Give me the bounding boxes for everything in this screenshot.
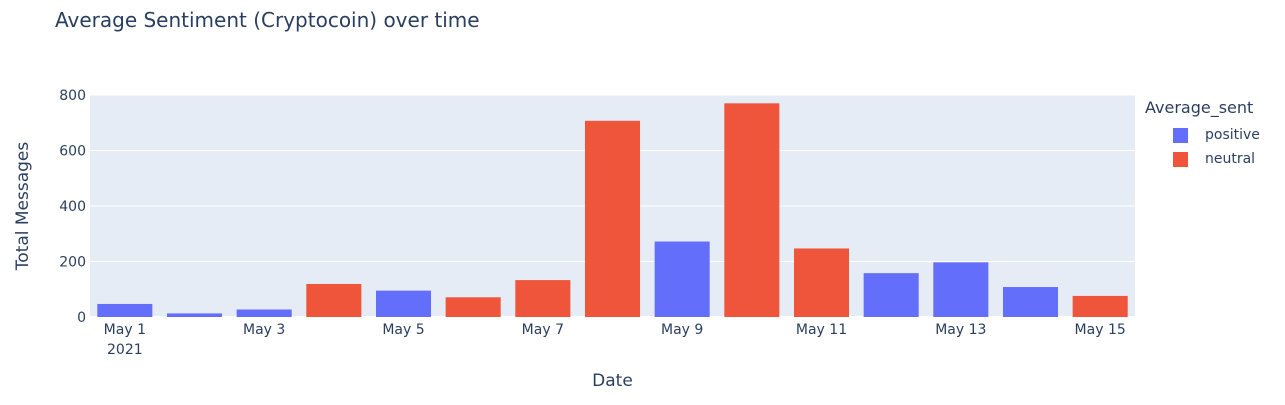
legend-title: Average_sent xyxy=(1145,98,1254,117)
legend-swatch xyxy=(1173,151,1188,167)
y-tick-label: 200 xyxy=(59,255,86,271)
legend-label: positive xyxy=(1205,127,1260,143)
bar-neutral-10 xyxy=(793,248,850,317)
x-year-label: 2021 xyxy=(107,342,143,358)
x-tick-label: May 1 xyxy=(104,322,146,338)
bar-positive-4 xyxy=(375,290,432,317)
bar-positive-11 xyxy=(863,273,919,317)
y-tick-label: 0 xyxy=(77,310,86,326)
legend: Average_sent positive neutral xyxy=(1145,98,1260,171)
bar-neutral-14 xyxy=(1072,295,1128,317)
x-tick-label: May 11 xyxy=(796,322,847,338)
chart-title: Average Sentiment (Cryptocoin) over time xyxy=(55,8,480,32)
legend-item-neutral[interactable]: neutral xyxy=(1173,147,1260,171)
y-tick-label: 400 xyxy=(59,199,86,215)
bar-positive-1 xyxy=(166,313,223,317)
x-tick-label: May 3 xyxy=(243,322,285,338)
y-tick-label: 600 xyxy=(59,144,86,160)
bar-neutral-3 xyxy=(306,283,362,317)
x-tick-label: May 7 xyxy=(522,322,564,338)
legend-swatch xyxy=(1173,127,1188,143)
legend-label: neutral xyxy=(1205,151,1256,167)
bar-positive-2 xyxy=(236,309,292,317)
x-tick-label: May 9 xyxy=(661,322,703,338)
x-axis-ticks: May 1 May 3 May 5 May 7 May 9 May 11 May 13 May… xyxy=(104,322,1126,358)
bar-positive-8 xyxy=(654,241,710,317)
x-tick-label: May 13 xyxy=(935,322,986,338)
bar-neutral-9 xyxy=(724,103,780,317)
bar-neutral-7 xyxy=(584,120,641,318)
x-axis-title: Date xyxy=(592,371,633,391)
bar-positive-0 xyxy=(97,303,153,317)
legend-item-positive[interactable]: positive xyxy=(1173,123,1260,147)
y-axis-title: Total Messages xyxy=(13,142,33,272)
legend-items: positive neutral xyxy=(1145,123,1260,171)
bar-neutral-5 xyxy=(445,297,501,317)
x-tick-label: May 15 xyxy=(1075,322,1126,338)
y-tick-label: 800 xyxy=(59,88,86,104)
x-tick-label: May 5 xyxy=(382,322,424,338)
y-axis-ticks: 0 200 400 600 800 xyxy=(59,88,86,326)
bar-positive-13 xyxy=(1002,287,1059,317)
bar-positive-12 xyxy=(933,262,989,317)
bar-neutral-6 xyxy=(515,280,571,317)
bars xyxy=(97,103,1128,318)
